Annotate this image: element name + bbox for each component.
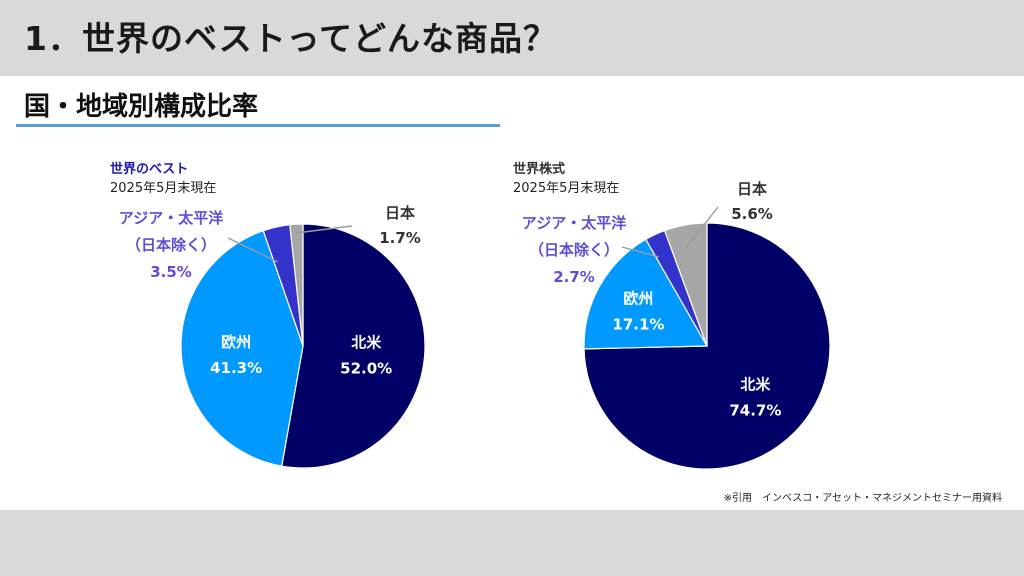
pie-slice-north-america <box>281 223 426 469</box>
slice-label-japan: 日本 <box>385 204 415 222</box>
slice-label-asia-pacific: アジア・太平洋 <box>522 214 626 232</box>
pie-slice-japan <box>663 222 708 347</box>
pie-slice-europe <box>583 238 709 350</box>
pie-chart-world-best: 北米 52.0% 欧州 41.3% アジア・太平洋 （日本除く） 3.5% 日本 1.7% <box>119 204 426 469</box>
pie-slice-europe <box>180 229 304 467</box>
slice-label-asia-pacific: アジア・太平洋 <box>119 209 223 227</box>
chart-2-title: 世界株式 <box>513 162 566 177</box>
slice-value-japan: 5.6% <box>731 205 773 223</box>
slice-label-asia-pacific-note: （日本除く） <box>529 241 619 259</box>
slice-value-north-america: 74.7% <box>729 401 781 419</box>
slice-value-north-america: 52.0% <box>340 360 392 378</box>
pie-charts-canvas: 北米 52.0% 欧州 41.3% アジア・太平洋 （日本除く） 3.5% 日本 1.7% 北米… <box>119 180 831 470</box>
leader-line-asia-pacific <box>227 237 279 263</box>
slice-label-japan: 日本 <box>737 180 767 198</box>
subtitle-underline <box>16 124 500 127</box>
slice-value-europe: 17.1% <box>612 315 664 333</box>
slice-label-north-america: 北米 <box>351 334 382 352</box>
pie-slice-japan <box>289 223 304 347</box>
slice-label-north-america: 北米 <box>740 375 771 393</box>
header-bar: 1．世界のベストってどんな商品？ <box>0 0 1024 76</box>
slice-value-europe: 41.3% <box>210 359 262 377</box>
slice-label-asia-pacific-note: （日本除く） <box>126 236 216 254</box>
slice-value-asia-pacific: 3.5% <box>150 263 192 281</box>
slice-label-europe: 欧州 <box>623 289 653 307</box>
source-note: ※引用 インベスコ・アセット・マネジメントセミナー用資料 <box>723 493 1002 504</box>
slice-value-japan: 1.7% <box>379 229 421 247</box>
footer-bar <box>0 510 1024 576</box>
leader-line-japan <box>685 206 719 249</box>
chart-1-date: 2025年5月末現在 <box>110 181 217 196</box>
slice-label-europe: 欧州 <box>221 333 251 351</box>
slice-value-asia-pacific: 2.7% <box>553 268 595 286</box>
leader-line-asia-pacific <box>621 246 660 258</box>
chart-2-date: 2025年5月末現在 <box>513 181 620 196</box>
page-title: 1．世界のベストってどんな商品？ <box>24 19 557 58</box>
section-subtitle: 国・地域別構成比率 <box>24 92 259 122</box>
pie-chart-world-equity: 北米 74.7% 欧州 17.1% アジア・太平洋 （日本除く） 2.7% 日本 5.6% <box>522 180 831 470</box>
slide-content: 国・地域別構成比率 世界のベスト 2025年5月末現在 世界株式 2025年5月… <box>0 76 1024 510</box>
chart-1-title: 世界のベスト <box>110 162 189 177</box>
leader-line-japan <box>295 225 353 234</box>
